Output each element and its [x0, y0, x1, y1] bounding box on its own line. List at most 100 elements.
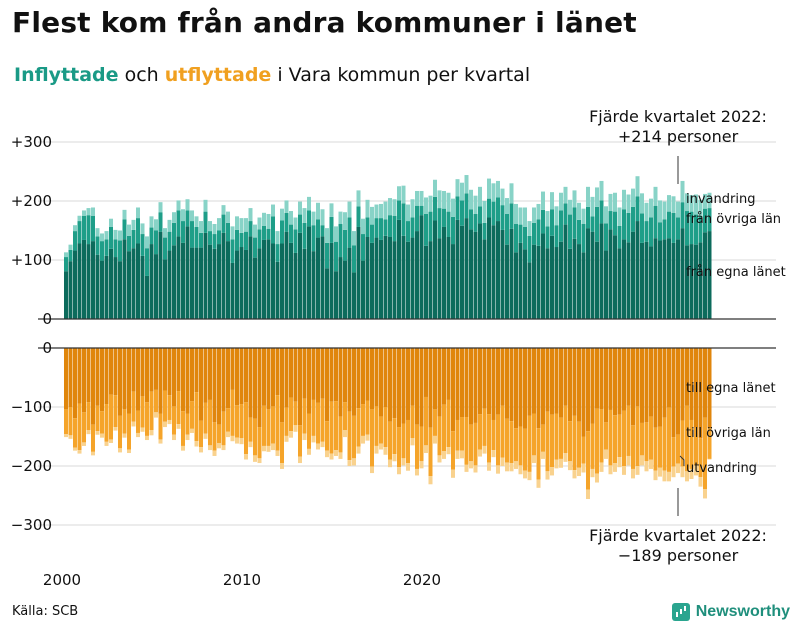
bar-in-fran-egna-lanet	[95, 254, 100, 319]
bar-in-invandring	[428, 195, 433, 212]
bar-out-till-ovriga-lan	[118, 415, 122, 449]
bar-in-fran-ovriga-lan	[82, 215, 86, 240]
bar-in-invandring	[410, 199, 415, 218]
bar-in-fran-ovriga-lan	[338, 224, 343, 258]
bar-out-till-egna-lanet	[608, 348, 613, 410]
bar-in-fran-egna-lanet	[82, 239, 86, 319]
bar-in-invandring	[649, 198, 653, 218]
bar-in-fran-egna-lanet	[325, 268, 329, 319]
bar-out-utvandring	[280, 463, 284, 469]
bar-in-invandring	[401, 185, 406, 204]
bar-in-fran-egna-lanet	[388, 236, 392, 319]
bar-in-fran-egna-lanet	[397, 219, 401, 319]
bar-out-till-ovriga-lan	[221, 411, 226, 446]
bar-out-till-ovriga-lan	[446, 399, 451, 448]
bar-in-invandring	[437, 190, 442, 209]
bar-out-till-ovriga-lan	[478, 414, 482, 450]
bar-in-fran-egna-lanet	[487, 217, 491, 319]
bar-in-invandring	[509, 183, 514, 204]
bar-in-fran-egna-lanet	[356, 226, 361, 319]
bar-out-utvandring	[77, 450, 82, 454]
bar-in-invandring	[572, 190, 577, 208]
bar-in-fran-ovriga-lan	[203, 211, 208, 233]
bar-in-fran-ovriga-lan	[518, 224, 523, 243]
bar-out-utvandring	[568, 461, 572, 471]
bar-in-invandring	[73, 225, 77, 232]
bar-out-till-egna-lanet	[410, 348, 415, 406]
bar-out-till-ovriga-lan	[523, 428, 527, 471]
bar-in-fran-ovriga-lan	[617, 225, 622, 249]
bar-out-till-egna-lanet	[91, 348, 95, 425]
bar-in-fran-egna-lanet	[419, 215, 424, 319]
bar-out-utvandring	[118, 448, 122, 453]
bar-out-utvandring	[91, 451, 95, 456]
brand[interactable]: Newsworthy	[671, 603, 790, 621]
bar-out-till-egna-lanet	[136, 348, 140, 411]
bar-in-fran-ovriga-lan	[577, 219, 581, 245]
bar-in-fran-egna-lanet	[694, 244, 698, 319]
bar-out-utvandring	[680, 466, 685, 478]
bar-out-till-egna-lanet	[644, 348, 649, 423]
bar-out-utvandring	[136, 432, 140, 438]
bar-in-invandring	[329, 203, 334, 217]
bar-out-till-egna-lanet	[599, 348, 604, 410]
bar-out-utvandring	[581, 463, 586, 473]
bar-out-till-ovriga-lan	[563, 405, 568, 454]
bar-out-till-ovriga-lan	[82, 412, 86, 443]
bar-out-till-egna-lanet	[149, 348, 154, 392]
bar-out-till-ovriga-lan	[617, 414, 622, 458]
bar-out-till-egna-lanet	[478, 348, 482, 415]
bar-in-fran-egna-lanet	[343, 260, 347, 319]
bar-out-till-egna-lanet	[505, 348, 509, 419]
bar-in-fran-egna-lanet	[478, 223, 482, 319]
bar-in-fran-ovriga-lan	[127, 235, 131, 252]
bar-out-utvandring	[698, 477, 703, 487]
bar-in-fran-egna-lanet	[190, 247, 194, 319]
bar-in-fran-ovriga-lan	[707, 208, 712, 232]
bar-out-till-egna-lanet	[230, 348, 235, 390]
bar-out-utvandring	[73, 447, 77, 451]
bar-in-invandring	[325, 228, 329, 243]
bar-in-fran-egna-lanet	[590, 231, 595, 319]
y-tick-label: +100	[11, 251, 52, 269]
bar-in-fran-egna-lanet	[307, 226, 311, 319]
annotation-bottom-line2: −189 personer	[618, 546, 739, 565]
bar-out-utvandring	[374, 445, 379, 454]
bar-in-invandring	[352, 231, 356, 246]
bar-in-fran-egna-lanet	[644, 241, 649, 319]
bar-out-utvandring	[401, 458, 406, 466]
bar-in-invandring	[545, 211, 550, 227]
bar-out-utvandring	[181, 445, 185, 451]
bar-out-till-egna-lanet	[199, 348, 203, 421]
bar-in-invandring	[388, 198, 392, 216]
bar-in-fran-ovriga-lan	[604, 223, 608, 251]
bar-in-fran-ovriga-lan	[271, 216, 275, 244]
bar-in-invandring	[77, 215, 82, 222]
bar-out-till-ovriga-lan	[73, 418, 77, 448]
bar-out-utvandring	[293, 425, 298, 432]
bar-in-fran-ovriga-lan	[523, 226, 527, 250]
bar-in-fran-ovriga-lan	[505, 213, 509, 245]
bar-in-fran-egna-lanet	[460, 225, 464, 319]
bar-in-invandring	[667, 195, 671, 212]
bar-in-fran-egna-lanet	[410, 237, 415, 319]
bar-in-invandring	[347, 201, 352, 218]
bar-out-utvandring	[500, 457, 505, 466]
bar-in-fran-egna-lanet	[73, 250, 77, 319]
y-tick-labels: +300 +200 +100 0 0 −100 −200 −300	[11, 133, 52, 534]
bar-out-till-egna-lanet	[662, 348, 667, 418]
bar-out-utvandring	[95, 431, 100, 435]
bar-in-invandring	[397, 186, 401, 201]
bar-out-till-ovriga-lan	[203, 402, 208, 434]
bar-in-fran-ovriga-lan	[320, 225, 325, 237]
bar-in-fran-ovriga-lan	[482, 222, 487, 240]
bar-out-till-ovriga-lan	[491, 419, 496, 451]
bar-out-till-egna-lanet	[320, 348, 325, 399]
bar-out-till-ovriga-lan	[379, 416, 383, 444]
bar-in-invandring	[136, 207, 140, 219]
bar-out-till-ovriga-lan	[410, 405, 415, 439]
bar-in-fran-egna-lanet	[374, 237, 379, 319]
bar-out-utvandring	[352, 458, 356, 466]
bar-in-invandring	[190, 210, 194, 222]
bar-in-invandring	[226, 211, 230, 223]
